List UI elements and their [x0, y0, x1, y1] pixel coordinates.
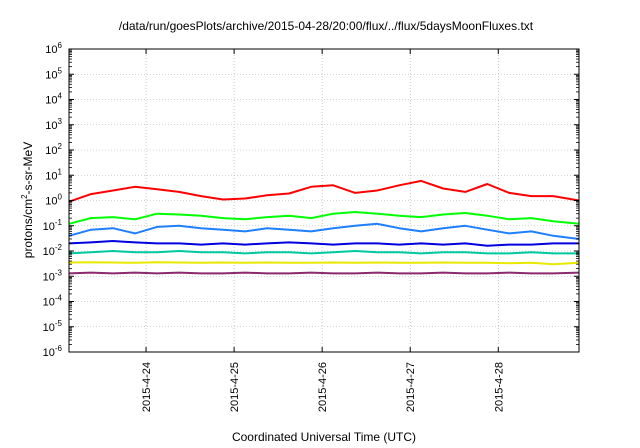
y-tick-exponent: -3	[55, 268, 63, 277]
y-tick-base: 10	[43, 347, 55, 359]
y-axis-label-suffix: -s-sr-MeV	[21, 142, 35, 195]
y-tick-label: 10-3	[43, 268, 63, 283]
y-tick-exponent: -5	[55, 319, 63, 328]
x-tick-label: 2015-4-27	[405, 362, 417, 412]
y-tick-label: 10-1	[43, 218, 63, 233]
y-tick-exponent: 6	[58, 41, 63, 50]
x-tick-label: 2015-4-28	[493, 362, 505, 412]
x-tick-labels: 2015-4-24 2015-4-25 2015-4-26 2015-4-27 2015…	[141, 362, 505, 412]
y-tick-base: 10	[43, 271, 55, 283]
y-tick-label: 100	[45, 193, 62, 208]
x-axis-label: Coordinated Universal Time (UTC)	[232, 430, 416, 444]
tick-marks	[69, 48, 579, 353]
series-line	[68, 222, 580, 240]
y-tick-exponent: -6	[55, 344, 63, 353]
y-tick-base: 10	[45, 95, 57, 107]
y-tick-base: 10	[43, 297, 55, 309]
y-tick-label: 103	[45, 117, 62, 132]
series-line	[68, 261, 580, 266]
y-tick-exponent: 5	[58, 66, 63, 75]
series-group	[68, 179, 580, 275]
y-axis-label-exponent: 2	[20, 194, 29, 199]
y-tick-labels: 10-610-510-410-310-210-11001011021031041…	[43, 41, 63, 359]
y-tick-label: 10-5	[43, 319, 63, 334]
y-tick-label: 10-2	[43, 243, 63, 258]
y-tick-label: 105	[45, 66, 62, 81]
y-tick-label: 10-4	[43, 294, 63, 309]
y-tick-label: 106	[45, 41, 62, 56]
chart-title: /data/run/goesPlots/archive/2015-04-28/2…	[119, 19, 534, 33]
y-tick-exponent: 2	[58, 142, 63, 151]
y-tick-exponent: -2	[55, 243, 63, 252]
series-line	[68, 179, 580, 203]
y-tick-base: 10	[43, 221, 55, 233]
grid	[69, 49, 579, 352]
y-tick-exponent: 3	[58, 117, 63, 126]
series-line	[68, 271, 580, 275]
y-tick-exponent: 4	[58, 92, 63, 101]
y-tick-label: 102	[45, 142, 62, 157]
y-tick-exponent: -1	[55, 218, 63, 227]
y-tick-label: 101	[45, 167, 62, 182]
y-axis-label: protons/cm2-s-sr-MeV	[20, 142, 35, 258]
y-tick-base: 10	[45, 196, 57, 208]
y-tick-base: 10	[45, 170, 57, 182]
x-tick-label: 2015-4-25	[229, 362, 241, 412]
x-tick-label: 2015-4-26	[317, 362, 329, 412]
x-tick-label: 2015-4-24	[141, 362, 153, 412]
y-tick-base: 10	[45, 120, 57, 132]
y-axis-label-prefix: protons/cm	[21, 199, 35, 258]
series-line	[68, 250, 579, 255]
y-tick-label: 104	[45, 92, 62, 107]
y-tick-exponent: 1	[58, 167, 63, 176]
y-tick-base: 10	[45, 44, 57, 56]
y-tick-label: 10-6	[43, 344, 63, 359]
y-tick-exponent: -4	[55, 294, 63, 303]
series-line	[68, 211, 580, 225]
y-tick-base: 10	[43, 322, 55, 334]
y-tick-exponent: 0	[58, 193, 63, 202]
y-tick-base: 10	[45, 69, 57, 81]
y-tick-base: 10	[45, 145, 57, 157]
y-tick-base: 10	[43, 246, 55, 258]
series-line	[68, 240, 579, 247]
